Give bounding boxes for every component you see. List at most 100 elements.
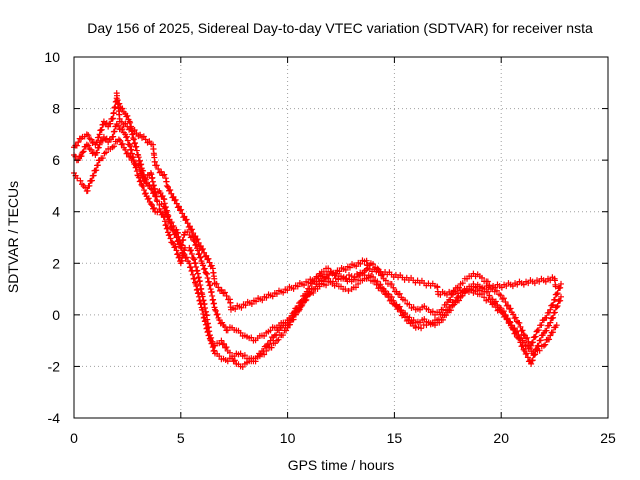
data-point <box>136 178 143 185</box>
chart-title: Day 156 of 2025, Sidereal Day-to-day VTE… <box>87 20 593 36</box>
data-point <box>521 339 528 346</box>
data-point <box>547 319 554 326</box>
data-point <box>194 236 201 243</box>
x-tick-label: 10 <box>280 430 296 446</box>
data-point <box>510 325 517 332</box>
data-point <box>551 309 558 316</box>
data-point <box>232 306 239 313</box>
data-point <box>505 302 512 309</box>
data-point <box>207 282 214 289</box>
data-point <box>301 282 308 289</box>
data-point <box>223 292 230 299</box>
data-point <box>161 214 168 221</box>
data-point <box>213 311 220 318</box>
data-point <box>211 306 218 313</box>
data-point <box>354 270 361 277</box>
data-point <box>141 187 148 194</box>
data-point <box>133 147 140 154</box>
data-point <box>409 319 416 326</box>
data-point <box>520 331 527 338</box>
data-point <box>292 311 299 318</box>
data-point <box>323 282 330 289</box>
data-point <box>342 267 349 274</box>
data-point <box>79 149 86 156</box>
data-point <box>171 197 178 204</box>
data-point <box>96 141 103 148</box>
data-point <box>107 120 114 127</box>
data-point <box>193 236 200 243</box>
data-point <box>239 363 246 370</box>
data-point <box>484 288 491 295</box>
data-point <box>185 224 192 231</box>
data-point <box>130 136 137 143</box>
data-point <box>493 287 500 294</box>
data-point <box>340 274 347 281</box>
data-point <box>138 170 145 177</box>
data-point <box>191 233 198 240</box>
data-point <box>197 242 204 249</box>
data-point <box>499 310 506 317</box>
data-point <box>153 162 160 169</box>
data-point <box>140 133 147 140</box>
data-point <box>198 246 205 253</box>
data-point <box>193 263 200 270</box>
data-point <box>517 323 524 330</box>
data-point <box>189 271 196 278</box>
data-point <box>190 255 197 262</box>
data-point <box>168 190 175 197</box>
x-axis-label: GPS time / hours <box>288 457 395 473</box>
data-point <box>224 327 231 334</box>
data-point <box>103 135 110 142</box>
data-point <box>124 137 131 144</box>
data-point <box>182 254 189 261</box>
data-point <box>183 216 190 223</box>
data-point <box>192 233 199 240</box>
data-point <box>546 336 553 343</box>
data-point <box>142 136 149 143</box>
data-point <box>529 339 536 346</box>
data-point <box>532 333 539 340</box>
data-point <box>553 322 560 329</box>
data-point <box>135 154 142 161</box>
data-point <box>213 280 220 287</box>
data-point <box>547 306 554 313</box>
data-point <box>173 247 180 254</box>
data-point <box>506 306 513 313</box>
y-tick-label: 4 <box>52 204 60 220</box>
data-point <box>189 267 196 274</box>
data-point <box>111 143 118 150</box>
data-point <box>164 225 171 232</box>
data-point <box>173 226 180 233</box>
data-point <box>253 298 260 305</box>
data-point <box>553 291 560 298</box>
grid-layer <box>74 57 608 418</box>
data-point <box>383 290 390 297</box>
data-point <box>553 304 560 311</box>
data-point <box>290 316 297 323</box>
data-point <box>199 245 206 252</box>
data-point <box>219 341 226 348</box>
data-point <box>315 275 322 282</box>
data-point <box>201 249 208 256</box>
data-point <box>348 273 355 280</box>
data-point <box>397 308 404 315</box>
data-point <box>166 187 173 194</box>
data-point <box>550 301 557 308</box>
data-point <box>133 143 140 150</box>
data-point <box>208 262 215 269</box>
y-tick-label: 2 <box>52 255 60 271</box>
data-point <box>178 245 185 252</box>
data-point <box>284 324 291 331</box>
data-point <box>263 294 270 301</box>
data-point <box>201 265 208 272</box>
x-tick-label: 5 <box>177 430 185 446</box>
data-point <box>218 286 225 293</box>
data-point <box>536 347 543 354</box>
data-point <box>377 284 384 291</box>
x-tick-label: 20 <box>493 430 509 446</box>
data-point <box>169 194 176 201</box>
data-point <box>192 259 199 266</box>
data-point <box>146 138 153 145</box>
data-point <box>147 200 154 207</box>
ticks-layer: 0 5 10 15 20 25 -4 -2 0 2 4 6 8 10 <box>44 49 616 446</box>
